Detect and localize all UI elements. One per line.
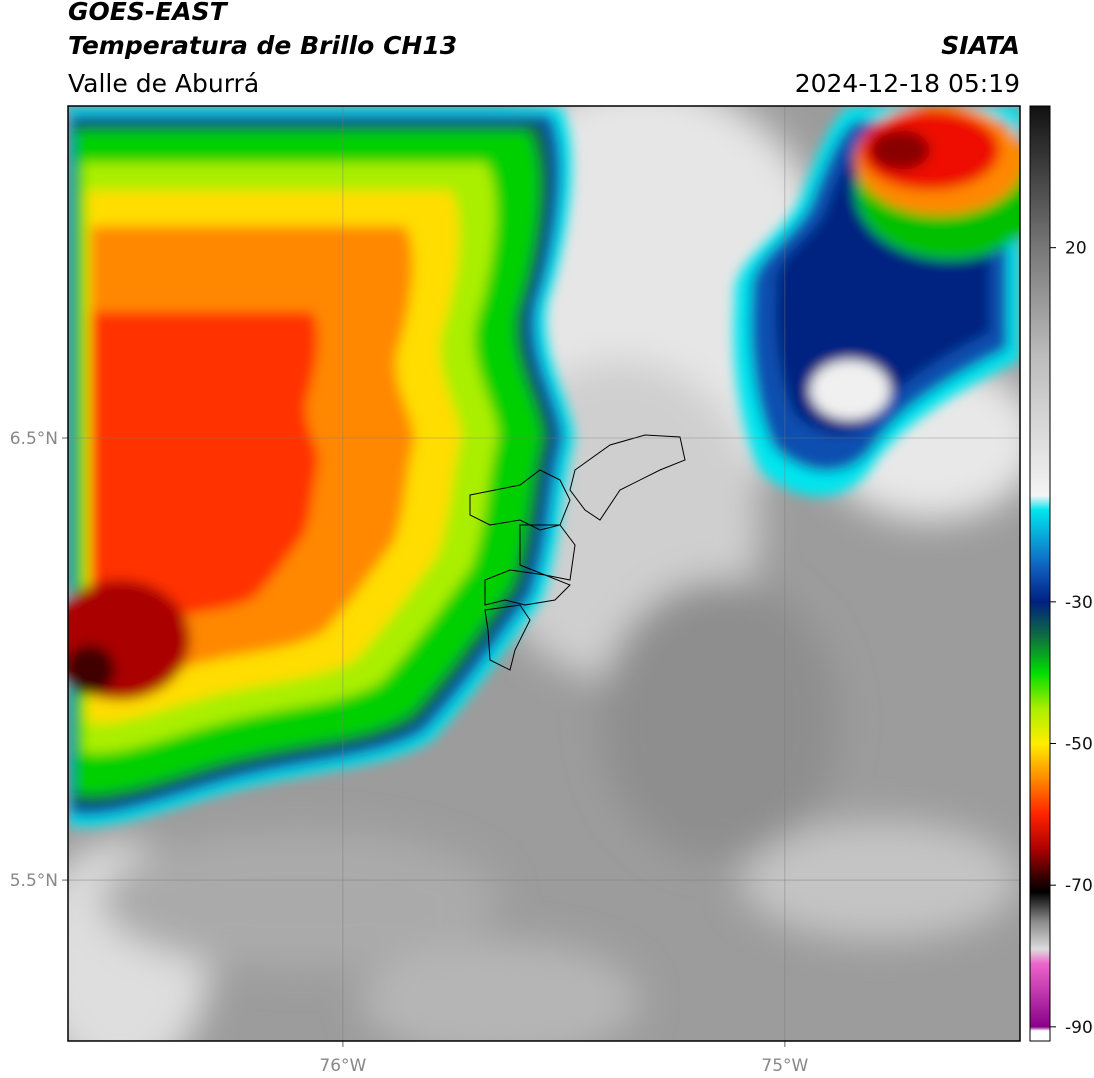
map-frame <box>67 105 1021 1042</box>
colorbar-segment <box>1030 247 1050 355</box>
satellite-image <box>68 106 1020 1041</box>
colorbar-segment <box>1030 672 1050 709</box>
colorbar-frame <box>1029 105 1051 1042</box>
colorbar-segment <box>1030 743 1050 780</box>
colorbar-segment <box>1030 708 1050 744</box>
y-tick-label: 6.5°N <box>10 429 58 449</box>
graticule: 76°W 75°W 6.5°N 5.5°N <box>10 106 1020 1076</box>
colorbar-segment <box>1030 637 1050 674</box>
colorbar-segment <box>1030 495 1050 511</box>
colorbar: 20 -30 -50 -70 -90 <box>1030 106 1093 1042</box>
datetime: 2024-12-18 05:19 <box>795 69 1020 98</box>
x-tick-label: 75°W <box>761 1056 808 1076</box>
colorbar-segment <box>1030 778 1050 815</box>
colorbar-segment <box>1030 814 1050 851</box>
colorbar-tick-label: -90 <box>1065 1018 1093 1038</box>
source: SIATA <box>941 31 1020 60</box>
colorbar-tick-label: 20 <box>1065 239 1087 259</box>
colorbar-tick-label: -30 <box>1065 593 1093 613</box>
municipality-outlines <box>469 434 686 671</box>
colorbar-segment <box>1030 892 1050 922</box>
colorbar-segment <box>1030 601 1050 638</box>
colorbar-segment <box>1030 353 1050 497</box>
colorbar-tick-label: -50 <box>1065 735 1093 755</box>
colorbar-segment <box>1030 1030 1050 1042</box>
x-tick-label: 76°W <box>319 1056 366 1076</box>
subtitle: Temperatura de Brillo CH13 <box>68 31 457 60</box>
colorbar-tick-label: -70 <box>1065 876 1093 896</box>
colorbar-segment <box>1030 849 1050 879</box>
colorbar-segment <box>1030 1026 1050 1031</box>
region: Valle de Aburrá <box>68 69 259 98</box>
colorbar-segment <box>1030 948 1050 964</box>
colorbar-segment <box>1030 878 1050 893</box>
colorbar-segment <box>1030 963 1050 1028</box>
y-tick-label: 5.5°N <box>10 871 58 891</box>
colorbar-segment <box>1030 509 1050 567</box>
colorbar-segment <box>1030 566 1050 603</box>
colorbar-segment <box>1030 920 1050 950</box>
title: GOES-EAST <box>68 0 229 26</box>
colorbar-segment <box>1030 106 1050 249</box>
